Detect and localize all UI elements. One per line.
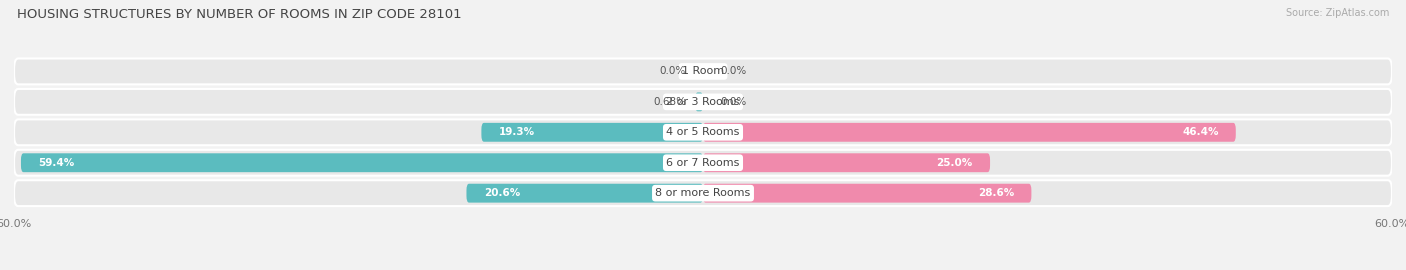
Text: HOUSING STRUCTURES BY NUMBER OF ROOMS IN ZIP CODE 28101: HOUSING STRUCTURES BY NUMBER OF ROOMS IN… <box>17 8 461 21</box>
Text: 6 or 7 Rooms: 6 or 7 Rooms <box>666 158 740 168</box>
Text: 0.0%: 0.0% <box>659 66 686 76</box>
FancyBboxPatch shape <box>481 123 703 142</box>
Text: 8 or more Rooms: 8 or more Rooms <box>655 188 751 198</box>
Text: 28.6%: 28.6% <box>979 188 1014 198</box>
Text: 0.68%: 0.68% <box>652 97 686 107</box>
FancyBboxPatch shape <box>14 119 1392 145</box>
Text: 20.6%: 20.6% <box>484 188 520 198</box>
Text: 46.4%: 46.4% <box>1182 127 1219 137</box>
Text: 4 or 5 Rooms: 4 or 5 Rooms <box>666 127 740 137</box>
FancyBboxPatch shape <box>703 123 1236 142</box>
FancyBboxPatch shape <box>14 89 1392 115</box>
Text: 2 or 3 Rooms: 2 or 3 Rooms <box>666 97 740 107</box>
Text: 1 Room: 1 Room <box>682 66 724 76</box>
FancyBboxPatch shape <box>14 150 1392 176</box>
FancyBboxPatch shape <box>703 184 1032 202</box>
Text: 25.0%: 25.0% <box>936 158 973 168</box>
Text: 19.3%: 19.3% <box>499 127 534 137</box>
FancyBboxPatch shape <box>695 92 703 111</box>
FancyBboxPatch shape <box>21 153 703 172</box>
FancyBboxPatch shape <box>14 180 1392 206</box>
Text: 0.0%: 0.0% <box>720 66 747 76</box>
FancyBboxPatch shape <box>703 153 990 172</box>
FancyBboxPatch shape <box>14 59 1392 84</box>
FancyBboxPatch shape <box>467 184 703 202</box>
Text: Source: ZipAtlas.com: Source: ZipAtlas.com <box>1285 8 1389 18</box>
Text: 0.0%: 0.0% <box>720 97 747 107</box>
Text: 59.4%: 59.4% <box>38 158 75 168</box>
